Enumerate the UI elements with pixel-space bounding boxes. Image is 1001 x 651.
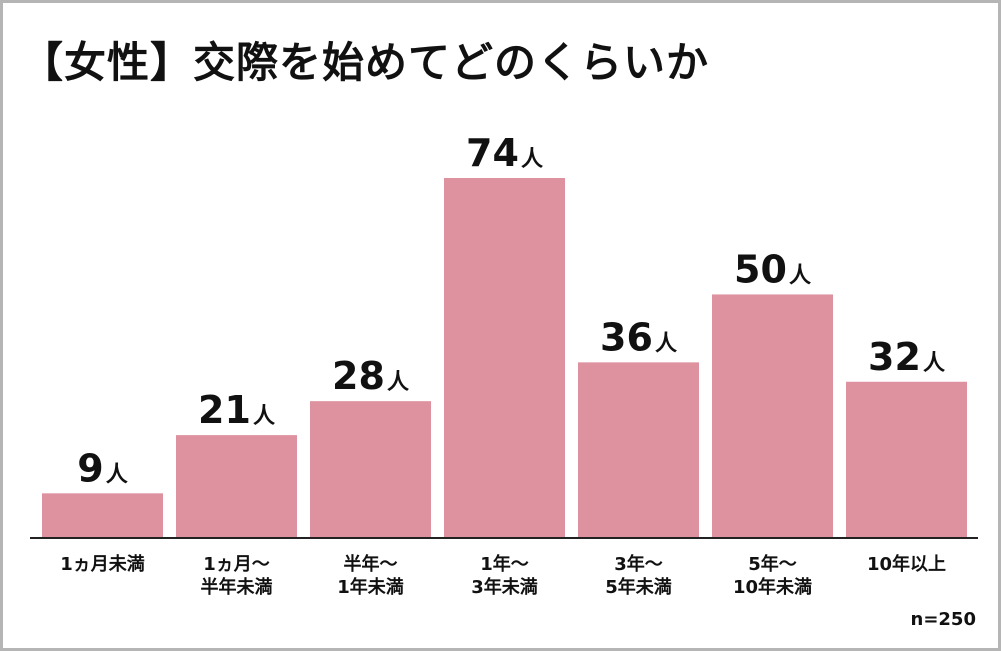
bar-value-label-1: 21人 — [198, 388, 275, 432]
category-label-0: 1ヵ月未満 — [60, 553, 145, 575]
category-label-4: 3年〜 5年未満 — [605, 553, 672, 598]
bar-value-label-4: 36人 — [600, 315, 677, 359]
category-label-5: 5年〜 10年未満 — [733, 553, 812, 598]
bar-value-label-3: 74人 — [466, 131, 543, 175]
bar-0 — [42, 493, 163, 537]
bar-value-label-5: 50人 — [734, 247, 811, 291]
chart-title: 【女性】交際を始めてどのくらいか — [21, 38, 710, 87]
bar-4 — [578, 362, 699, 537]
category-label-1: 1ヵ月〜半年未満 — [201, 554, 273, 598]
category-label-2: 半年〜 1年未満 — [337, 553, 404, 598]
category-label-3: 1年〜 3年未満 — [471, 553, 538, 598]
bar-5 — [712, 294, 833, 537]
bar-value-label-6: 32人 — [868, 335, 945, 379]
bar-value-label-0: 9人 — [77, 446, 127, 490]
sample-size-note: n=250 — [910, 609, 976, 630]
bar-value-label-2: 28人 — [332, 354, 409, 398]
category-label-6: 10年以上 — [867, 553, 946, 575]
bar-6 — [846, 381, 967, 537]
bar-2 — [310, 401, 431, 537]
bar-1 — [176, 435, 297, 537]
bar-3 — [444, 178, 565, 537]
